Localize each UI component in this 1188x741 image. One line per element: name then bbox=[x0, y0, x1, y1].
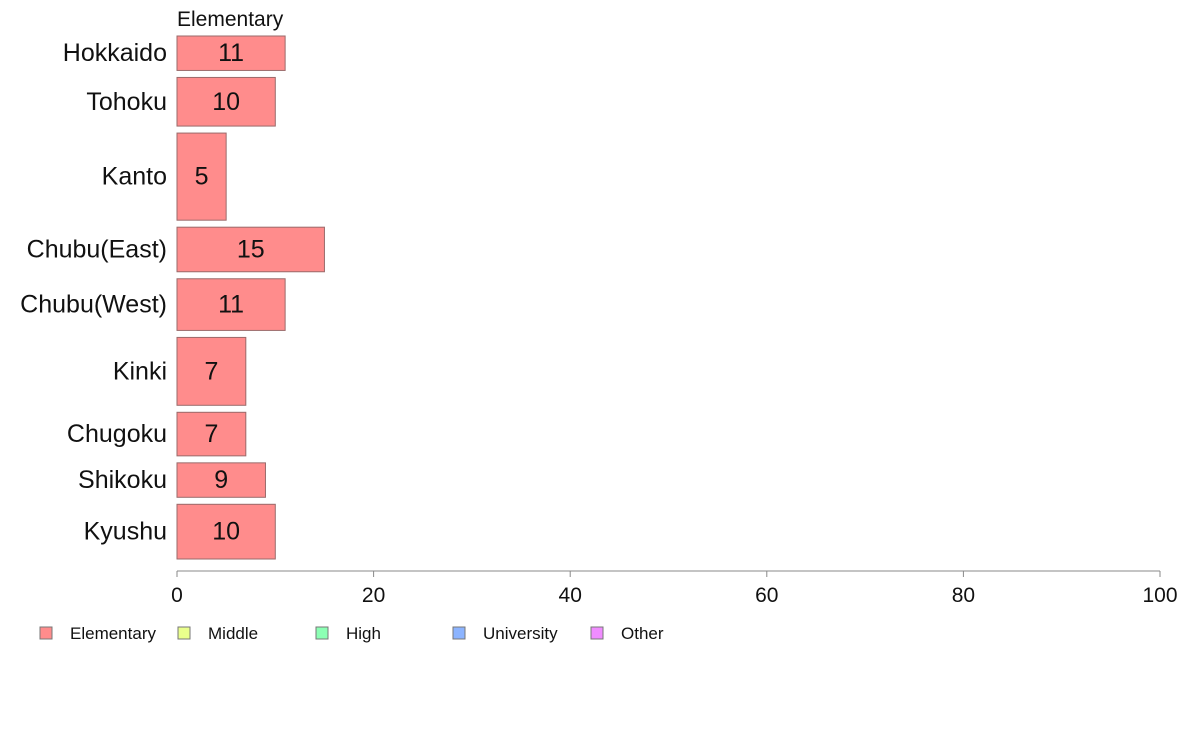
bar-hokkaido bbox=[176, 35, 286, 71]
legend-swatch-university bbox=[452, 626, 466, 640]
category-label: Chubu(East) bbox=[27, 235, 167, 263]
category-label: Chugoku bbox=[67, 420, 167, 448]
bar-shikoku bbox=[176, 462, 266, 498]
category-label: Shikoku bbox=[78, 466, 167, 494]
bar-chubu-east- bbox=[176, 226, 325, 273]
bar-chugoku bbox=[176, 411, 247, 457]
x-tick-label: 20 bbox=[362, 584, 385, 607]
legend-swatch-other bbox=[590, 626, 604, 640]
legend-label: Elementary bbox=[70, 624, 156, 643]
category-label: Hokkaido bbox=[63, 39, 167, 67]
data-label: 15 bbox=[237, 235, 265, 263]
bar-kanto bbox=[176, 132, 227, 221]
data-label: 11 bbox=[218, 39, 244, 67]
category-label: Chubu(West) bbox=[20, 291, 167, 319]
x-tick-label: 100 bbox=[1142, 584, 1177, 607]
data-label: 7 bbox=[204, 420, 218, 448]
data-label: 10 bbox=[212, 88, 240, 116]
legend-swatch-high bbox=[315, 626, 329, 640]
data-label: 11 bbox=[218, 291, 244, 319]
category-label: Kinki bbox=[113, 357, 167, 385]
bars-layer bbox=[176, 35, 325, 560]
x-tick-label: 60 bbox=[755, 584, 778, 607]
bar-kinki bbox=[176, 336, 247, 406]
legend-label: High bbox=[346, 624, 381, 643]
legend-label: University bbox=[483, 624, 558, 643]
legend: Elementary Middle High University Other bbox=[39, 624, 664, 643]
x-tick-label: 80 bbox=[952, 584, 975, 607]
bar-chubu-west- bbox=[176, 278, 286, 331]
x-axis: 0 20 40 60 80 100 bbox=[171, 570, 1178, 607]
data-label: 10 bbox=[212, 518, 240, 546]
data-label: 5 bbox=[195, 163, 209, 191]
x-tick-label: 40 bbox=[559, 584, 582, 607]
category-label: Tohoku bbox=[86, 88, 167, 116]
bar-tohoku bbox=[176, 76, 276, 127]
legend-swatch-elementary bbox=[39, 626, 53, 640]
bar-kyushu bbox=[176, 503, 276, 560]
panel-label: Elementary bbox=[177, 8, 284, 31]
labels-layer: Elementary Hokkaido 11 Tohoku 10 Kanto 5 Chubu(… bbox=[20, 8, 284, 546]
category-label: Kyushu bbox=[84, 518, 167, 546]
x-tick-label: 0 bbox=[171, 584, 183, 607]
data-label: 9 bbox=[214, 466, 228, 494]
legend-swatch-middle bbox=[177, 626, 191, 640]
legend-label: Middle bbox=[208, 624, 258, 643]
category-label: Kanto bbox=[102, 163, 167, 191]
legend-label: Other bbox=[621, 624, 664, 643]
data-label: 7 bbox=[204, 357, 218, 385]
